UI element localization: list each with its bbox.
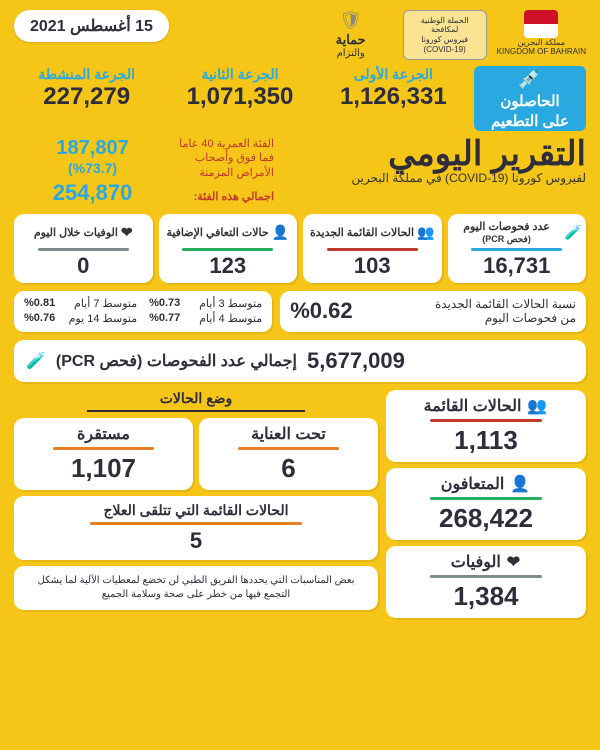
stable-card: مستقرة 1,107	[14, 418, 193, 490]
header-logos: مملكة البحرين KINGDOM OF BAHRAIN الحملة …	[309, 10, 586, 60]
stat-tests: 🧪عدد فحوصات اليوم (فحص PCR) 16,731	[448, 214, 587, 283]
stat-new-cases: 👥الحالات القائمة الجديدة 103	[303, 214, 442, 283]
dose1: الجرعة الأولى 1,126,331	[321, 66, 466, 131]
syringe-icon: 💉	[518, 66, 543, 92]
title-block: التقرير اليومي لفيروس كورونا (COVID-19) …	[282, 137, 586, 206]
kingdom-en: KINGDOM OF BAHRAIN	[497, 47, 586, 56]
right-column: 👥الحالات القائمة 1,113 👤المتعافون 268,42…	[386, 390, 586, 618]
deaths-total: ❤الوفيات 1,384	[386, 546, 586, 618]
report-subtitle: لفيروس كورونا (COVID-19) في مملكة البحري…	[282, 171, 586, 185]
people-icon: 👥	[527, 396, 548, 416]
total-tests: 5,677,009 إجمالي عدد الفحوصات (فحص PCR) …	[14, 340, 586, 382]
left-column: وضع الحالات تحت العناية 6 مستقرة 1,107 ا…	[14, 390, 378, 618]
pct-main: نسبة الحالات القائمة الجديدة من فحوصات ا…	[280, 291, 586, 332]
bottom-section: 👥الحالات القائمة 1,113 👤المتعافون 268,42…	[0, 382, 600, 626]
age-numbers: 187,807 (%73.7) 254,870	[14, 137, 171, 206]
mid-section: التقرير اليومي لفيروس كورونا (COVID-19) …	[0, 131, 600, 206]
pct-averages: متوسط 3 أيام%0.73 متوسط 7 أيام%0.81 متوس…	[14, 291, 272, 332]
stat-recovered: 👤حالات التعافي الإضافية 123	[159, 214, 298, 283]
test-tube-icon: 🧪	[565, 225, 582, 240]
recovered-total: 👤المتعافون 268,422	[386, 468, 586, 540]
booster: الجرعة المنشطة 227,279	[14, 66, 159, 131]
vaccination-row: 💉 الحاصلون على التطعيم الجرعة الأولى 1,1…	[0, 64, 600, 131]
daily-stats: 🧪عدد فحوصات اليوم (فحص PCR) 16,731 👥الحا…	[0, 206, 600, 283]
report-title: التقرير اليومي	[282, 137, 586, 171]
flag-icon	[524, 10, 558, 38]
dose2: الجرعة الثانية 1,071,350	[167, 66, 312, 131]
person-icon: 👤	[510, 474, 531, 494]
header: مملكة البحرين KINGDOM OF BAHRAIN الحملة …	[0, 0, 600, 64]
campaign-box: الحملة الوطنية لمكافحة فيروس كورونا (COV…	[403, 10, 487, 60]
critical-card: تحت العناية 6	[199, 418, 378, 490]
percentage-row: نسبة الحالات القائمة الجديدة من فحوصات ا…	[0, 283, 600, 332]
date-pill: 15 أغسطس 2021	[14, 10, 169, 42]
status-header: وضع الحالات	[14, 390, 378, 412]
vax-banner: 💉 الحاصلون على التطعيم	[474, 66, 586, 131]
footnote: بعض المناسبات التي يحددها الفريق الطبي ل…	[14, 566, 378, 610]
active-cases: 👥الحالات القائمة 1,113	[386, 390, 586, 462]
kingdom-ar: مملكة البحرين	[518, 38, 565, 47]
status-cards: تحت العناية 6 مستقرة 1,107	[14, 418, 378, 490]
shield-box: 🛡 حماية والتزام	[309, 10, 393, 60]
heart-icon: ❤	[507, 552, 521, 572]
people-icon: 👥	[417, 225, 434, 240]
test-tube-icon: 🧪	[26, 351, 46, 371]
heart-icon: ❤	[121, 225, 133, 240]
stat-deaths: ❤الوفيات خلال اليوم 0	[14, 214, 153, 283]
shield-icon: 🛡	[339, 10, 362, 32]
bahrain-crest: مملكة البحرين KINGDOM OF BAHRAIN	[497, 10, 586, 56]
treatment-card: الحالات القائمة التي تتلقى العلاج 5	[14, 496, 378, 560]
person-icon: 👤	[272, 225, 289, 240]
age-group-block: الفئة العمرية 40 عاما فما فوق وأصحاب الأ…	[14, 137, 274, 206]
age-desc: الفئة العمرية 40 عاما فما فوق وأصحاب الأ…	[179, 137, 274, 206]
